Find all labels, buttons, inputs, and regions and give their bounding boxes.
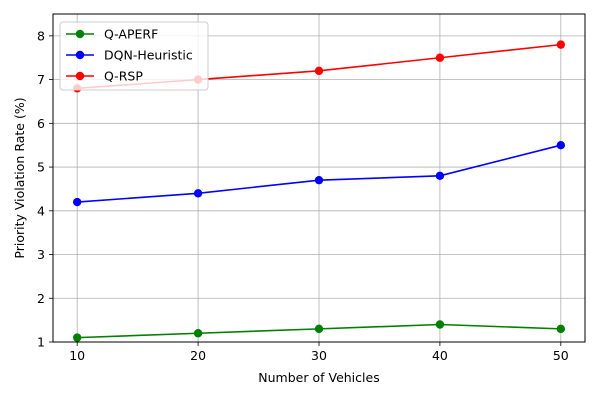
y-axis-ticks: 1 2 3 4 5 6 7 8 [37,28,53,350]
y-tick-label: 6 [37,116,45,131]
data-point-dqn-heuristic [193,189,203,198]
data-point-q-aperf [314,324,324,334]
legend-box [59,21,209,91]
legend-marker-q-rsp [75,71,85,81]
y-tick-label: 2 [37,291,45,306]
legend-label-dqn-heuristic: DQN-Heuristic [104,48,193,63]
legend-label-q-rsp: Q-RSP [104,69,143,84]
y-axis-label: Priority Violation Rate (%) [12,97,27,258]
data-point-q-aperf [435,320,445,329]
y-tick-label: 3 [37,247,45,262]
data-point-q-aperf [72,333,82,342]
data-point-dqn-heuristic [314,175,324,185]
data-point-dqn-heuristic [72,197,82,207]
x-tick-label: 30 [311,348,327,363]
data-point-q-aperf [193,329,203,338]
x-tick-label: 50 [553,348,569,363]
x-tick-label: 20 [190,348,206,363]
data-point-q-aperf [556,324,566,334]
legend: Q-APERF DQN-Heuristic Q-RSP [59,21,209,91]
x-axis-label: Number of Vehicles [258,370,379,385]
data-point-q-rsp [314,66,324,76]
plot-frame [52,13,586,343]
data-point-dqn-heuristic [556,141,566,150]
y-tick-label: 1 [37,335,45,350]
data-point-q-rsp [435,53,445,62]
x-axis-ticks: 10 20 30 40 50 [69,342,569,363]
legend-label-q-aperf: Q-APERF [104,27,158,42]
y-tick-label: 5 [37,160,45,175]
legend-marker-q-aperf [75,29,85,39]
y-tick-label: 7 [37,72,45,87]
legend-marker-dqn-heuristic [75,50,85,60]
x-tick-label: 10 [69,348,85,363]
data-point-q-rsp [556,40,566,49]
x-tick-label: 40 [432,348,448,363]
y-tick-label: 4 [37,203,45,218]
y-tick-label: 8 [37,28,45,43]
data-point-dqn-heuristic [435,171,445,181]
